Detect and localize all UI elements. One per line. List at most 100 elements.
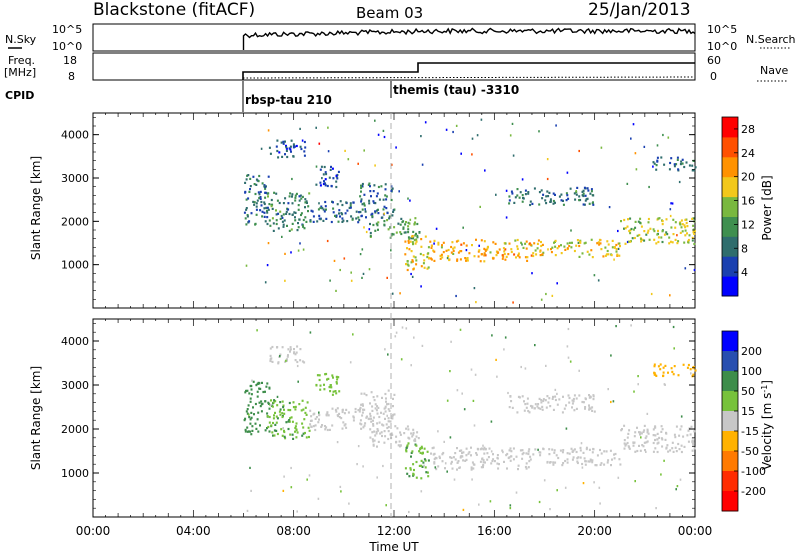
- scatter-cell: [339, 200, 342, 203]
- scatter-cell: [509, 134, 512, 137]
- scatter-cell: [643, 239, 646, 242]
- scatter-cell: [623, 218, 626, 222]
- scatter-cell: [361, 408, 364, 411]
- scatter-cell: [554, 398, 557, 402]
- scatter-cell: [619, 463, 622, 466]
- scatter-cell: [410, 261, 413, 264]
- scatter-cell: [339, 215, 341, 218]
- freq-left-tick-top: 18: [63, 54, 77, 67]
- scatter-cell: [371, 431, 374, 434]
- scatter-cell: [252, 200, 255, 203]
- scatter-cell: [404, 467, 407, 470]
- scatter-cell: [322, 219, 325, 222]
- scatter-cell: [365, 230, 368, 234]
- scatter-cell: [669, 214, 672, 218]
- scatter-cell: [305, 220, 308, 223]
- scatter-cell: [399, 231, 402, 234]
- y-tick-label: 3000: [61, 172, 89, 185]
- scatter-cell: [285, 358, 288, 361]
- scatter-cell: [537, 448, 539, 451]
- scatter-cell: [684, 234, 687, 237]
- scatter-cell: [324, 178, 327, 181]
- scatter-cell: [376, 405, 378, 408]
- scatter-cell: [383, 441, 386, 444]
- scatter-cell: [633, 390, 635, 393]
- velocity-panel-frame: [92, 318, 696, 518]
- scatter-cell: [627, 218, 629, 221]
- scatter-cell: [626, 182, 629, 185]
- scatter-cell: [438, 455, 441, 458]
- scatter-cell: [395, 435, 398, 438]
- scatter-cell: [521, 457, 524, 460]
- scatter-cell: [517, 464, 520, 467]
- scatter-cell: [639, 449, 642, 452]
- scatter-cell: [398, 190, 400, 193]
- scatter-cell: [413, 223, 416, 226]
- scatter-cell: [335, 215, 338, 218]
- scatter-cell: [400, 232, 403, 236]
- scatter-cell: [478, 503, 480, 506]
- scatter-cell: [426, 255, 429, 259]
- scatter-cell: [562, 449, 565, 452]
- scatter-cell: [338, 416, 341, 419]
- scatter-cell: [573, 448, 576, 451]
- scatter-cell: [473, 287, 476, 290]
- scatter-cell: [498, 248, 501, 251]
- scatter-cell: [575, 193, 578, 196]
- scatter-cell: [302, 225, 305, 228]
- scatter-cell: [475, 453, 478, 456]
- scatter-cell: [410, 364, 412, 367]
- scatter-cell: [556, 247, 559, 250]
- scatter-cell: [565, 427, 568, 430]
- scatter-cell: [418, 464, 421, 467]
- scatter-cell: [426, 267, 429, 270]
- scatter-cell: [491, 459, 494, 463]
- scatter-cell: [679, 231, 682, 234]
- scatter-cell: [326, 378, 328, 381]
- scatter-cell: [560, 199, 563, 202]
- scatter-cell: [679, 478, 682, 481]
- power-colorbar-tick-label: 20: [741, 171, 755, 184]
- scatter-cell: [261, 210, 264, 213]
- scatter-cell: [332, 177, 335, 180]
- scatter-cell: [517, 395, 520, 398]
- scatter-cell: [508, 199, 511, 202]
- scatter-cell: [395, 441, 397, 444]
- scatter-cell: [569, 360, 572, 363]
- scatter-cell: [483, 240, 486, 243]
- scatter-cell: [258, 193, 261, 196]
- scatter-cell: [494, 242, 497, 245]
- scatter-cell: [437, 430, 439, 433]
- scatter-cell: [503, 250, 506, 253]
- scatter-cell: [669, 161, 672, 165]
- scatter-cell: [631, 237, 634, 240]
- scatter-cell: [411, 259, 414, 262]
- scatter-cell: [520, 365, 522, 369]
- scatter-cell: [302, 426, 305, 429]
- scatter-cell: [280, 141, 283, 144]
- scatter-cell: [673, 163, 676, 166]
- scatter-cell: [341, 410, 344, 414]
- scatter-cell: [521, 449, 524, 452]
- scatter-cell: [574, 198, 577, 201]
- scatter-cell: [252, 406, 254, 409]
- scatter-cell: [415, 259, 418, 262]
- scatter-cell: [342, 421, 345, 424]
- scatter-cell: [489, 251, 492, 254]
- scatter-cell: [243, 211, 246, 214]
- scatter-cell: [404, 223, 407, 226]
- scatter-cell: [465, 447, 468, 450]
- scatter-cell: [568, 401, 571, 404]
- scatter-cell: [503, 460, 505, 463]
- scatter-cell: [633, 441, 636, 444]
- scatter-cell: [433, 462, 436, 465]
- scatter-cell: [361, 276, 363, 279]
- scatter-cell: [422, 254, 425, 257]
- scatter-cell: [634, 431, 637, 434]
- velocity-scatter-cells: [243, 324, 697, 514]
- scatter-cell: [594, 464, 597, 467]
- scatter-cell: [392, 397, 394, 400]
- scatter-cell: [268, 407, 271, 410]
- scatter-cell: [336, 177, 339, 180]
